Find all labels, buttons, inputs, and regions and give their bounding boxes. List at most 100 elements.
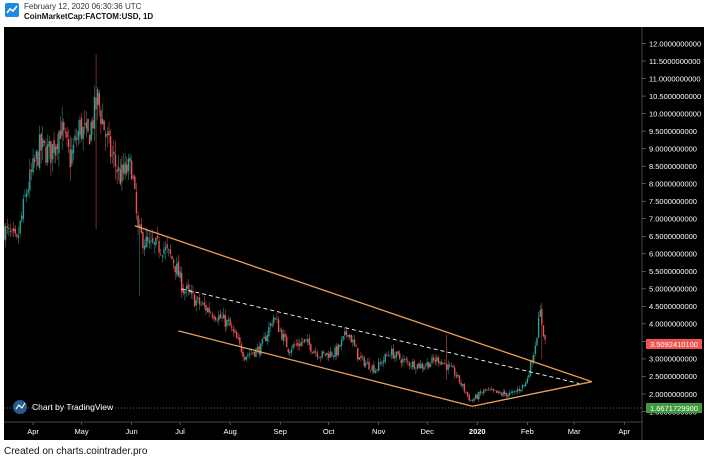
candle-body xyxy=(507,394,509,397)
candle-body xyxy=(453,367,456,376)
candle-body xyxy=(411,361,414,368)
candle-body xyxy=(32,158,34,173)
candle-body xyxy=(429,363,432,368)
candle-body xyxy=(455,375,457,377)
candle-body xyxy=(450,365,453,367)
candle-body xyxy=(389,355,391,357)
price-tick-label: 11.0000000000 xyxy=(649,74,701,83)
candle-body xyxy=(43,140,46,143)
candle-body xyxy=(245,356,247,361)
chart-header: February 12, 2020 06:30:36 UTC CoinMarke… xyxy=(0,0,710,26)
price-tick-label: 2.0000000000 xyxy=(649,390,697,399)
candle-body xyxy=(29,169,31,190)
candle-body xyxy=(424,365,427,367)
candle-body xyxy=(92,120,94,129)
time-tick-label: Apr xyxy=(618,427,630,436)
candle-body xyxy=(232,328,235,332)
candle-body xyxy=(491,389,493,390)
candle-body xyxy=(116,169,118,173)
tradingview-watermark[interactable]: Chart by TradingView xyxy=(13,400,114,414)
candle-body xyxy=(326,352,328,355)
candle-body xyxy=(119,169,121,185)
candle-body xyxy=(387,354,390,356)
price-chart[interactable]: 12.0000000000 11.5000000000 11.0000000000 1… xyxy=(3,27,704,440)
candle-body xyxy=(4,226,7,240)
candle-body xyxy=(352,339,354,343)
candle-body xyxy=(235,332,238,339)
candle-body xyxy=(127,158,130,171)
candle-body xyxy=(88,135,91,145)
candle-body xyxy=(222,314,225,319)
candle-body xyxy=(27,189,29,193)
candle-body xyxy=(355,345,357,347)
candle-body xyxy=(234,330,236,333)
candle-body xyxy=(174,265,176,273)
candle-body xyxy=(306,339,309,342)
candle-body xyxy=(528,374,530,378)
candle-body xyxy=(168,249,170,250)
candle-body xyxy=(9,230,12,233)
candle-body xyxy=(129,157,131,162)
candle-body xyxy=(130,160,133,180)
candle-body xyxy=(113,151,115,155)
candle-body xyxy=(428,362,430,368)
candle-body xyxy=(344,331,346,336)
candle-body xyxy=(258,346,260,355)
candle-body xyxy=(105,133,107,138)
candle-body xyxy=(67,139,70,148)
candle-body xyxy=(319,357,322,358)
candle-body xyxy=(449,365,451,366)
candle-body xyxy=(397,351,399,354)
candle-body xyxy=(61,121,63,136)
candle-body xyxy=(533,355,535,363)
price-tick-label: 10.5000000000 xyxy=(649,92,701,101)
candle-body xyxy=(534,345,537,355)
candle-body xyxy=(134,176,136,189)
candle-body xyxy=(310,344,312,352)
candle-body xyxy=(394,355,396,359)
candle-body xyxy=(80,118,83,139)
candle-body xyxy=(229,318,231,327)
candle-body xyxy=(303,339,306,342)
candle-body xyxy=(403,359,406,360)
candle-body xyxy=(302,342,304,343)
candle-body xyxy=(247,354,249,357)
candle-body xyxy=(353,339,356,346)
candle-body xyxy=(187,284,189,289)
candle-body xyxy=(182,290,184,293)
candle-body xyxy=(420,364,422,369)
candle-body xyxy=(289,351,291,354)
candle-body xyxy=(114,154,117,167)
candle-body xyxy=(12,228,15,232)
candle-body xyxy=(407,361,409,362)
candle-body xyxy=(145,236,147,248)
candle-body xyxy=(122,164,125,173)
candle-body xyxy=(218,315,220,321)
time-tick-label: Apr xyxy=(27,427,39,436)
price-tick-label: 8.5000000000 xyxy=(649,162,697,171)
candle-body xyxy=(142,231,144,248)
candle-body xyxy=(337,344,340,356)
time-tick-label: Sep xyxy=(274,427,287,436)
candle-body xyxy=(379,362,382,364)
time-tick-label: Feb xyxy=(521,427,534,436)
time-tick-label: Aug xyxy=(223,427,236,436)
candle-body xyxy=(147,237,149,242)
candle-body xyxy=(71,150,73,165)
price-tick-label: 9.0000000000 xyxy=(649,144,697,153)
candle-body xyxy=(138,225,141,228)
candle-body xyxy=(369,370,372,371)
candle-body xyxy=(63,122,65,131)
candle-body xyxy=(185,286,188,291)
candle-body xyxy=(192,291,194,294)
candle-body xyxy=(163,249,165,254)
candle-body xyxy=(117,167,120,171)
price-tick-label: 7.0000000000 xyxy=(649,215,697,224)
candle-body xyxy=(458,375,461,383)
candle-body xyxy=(345,330,348,336)
chart-frame: 12.0000000000 11.5000000000 11.0000000000 1… xyxy=(3,27,704,440)
candle-body xyxy=(179,271,181,278)
wedge-trendline xyxy=(472,381,593,407)
candle-body xyxy=(96,89,99,105)
candle-body xyxy=(400,359,403,364)
